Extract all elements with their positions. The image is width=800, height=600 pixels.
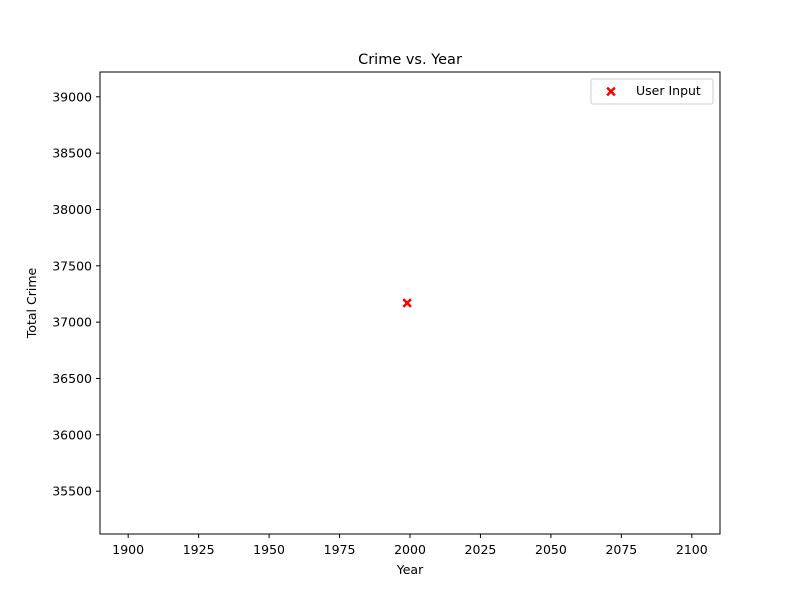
x-tick-label: 1975	[324, 542, 356, 557]
y-axis-ticks: 35500 36000 36500 37000 37500 38000 38500 39000	[52, 89, 100, 499]
y-tick-label: 39000	[52, 89, 92, 104]
legend: User Input	[590, 78, 714, 105]
x-tick-label: 2100	[676, 542, 708, 557]
y-tick-label: 36500	[52, 371, 92, 386]
x-tick-label: 1950	[253, 542, 285, 557]
y-axis-label: Total Crime	[24, 268, 39, 340]
plot-area-frame	[99, 71, 721, 535]
x-axis-ticks: 1900 1925 1950 1975 2000 2025 2050 2075 2100	[112, 534, 708, 557]
x-tick-label: 2025	[465, 542, 497, 557]
legend-label-user-input: User Input	[636, 83, 701, 98]
y-tick-label: 37000	[52, 315, 92, 330]
x-tick-label: 1900	[112, 542, 144, 557]
x-tick-label: 2000	[394, 542, 426, 557]
y-tick-label: 38500	[52, 146, 92, 161]
legend-marker-x	[606, 86, 616, 97]
x-tick-label: 2050	[535, 542, 567, 557]
scatter-points	[402, 298, 413, 308]
data-point	[402, 298, 413, 308]
y-tick-label: 35500	[52, 484, 92, 499]
y-tick-label: 36000	[52, 427, 92, 442]
legend-marker-x-icon	[606, 86, 616, 97]
legend-box	[590, 78, 714, 105]
y-tick-label: 38000	[52, 202, 92, 217]
y-tick-label: 37500	[52, 258, 92, 273]
x-tick-label: 1925	[183, 542, 215, 557]
x-tick-label: 2075	[605, 542, 637, 557]
chart-title: Crime vs. Year	[358, 52, 462, 68]
x-axis-label: Year	[396, 562, 424, 577]
